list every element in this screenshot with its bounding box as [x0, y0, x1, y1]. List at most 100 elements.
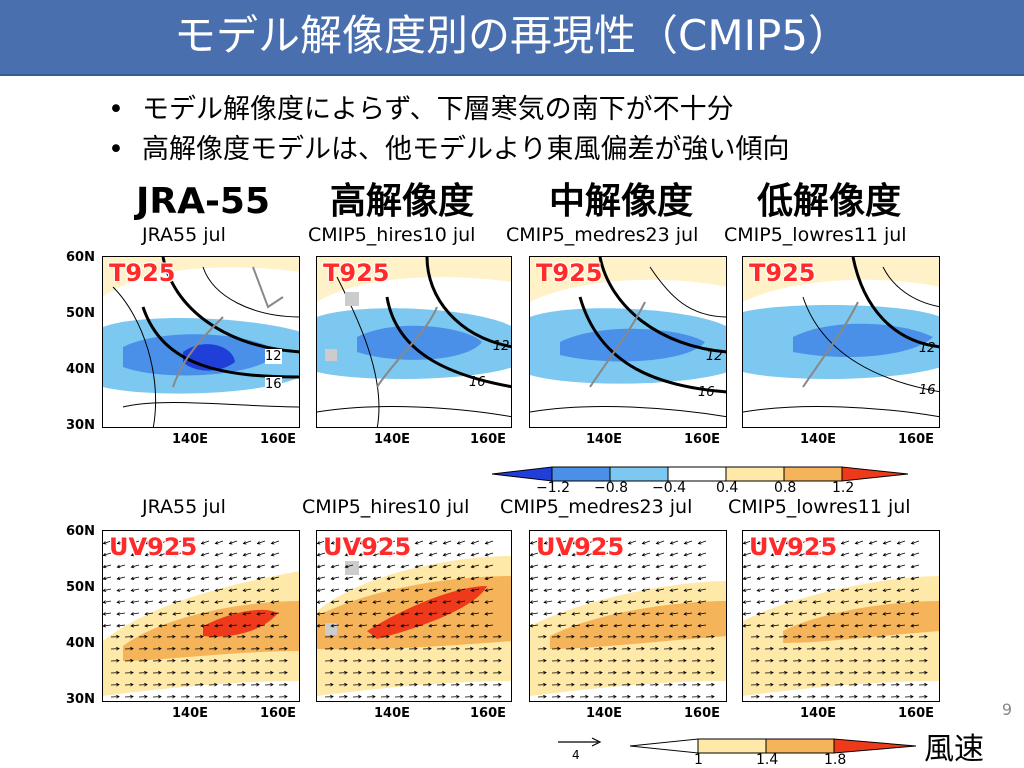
wind-vector-arrow	[166, 694, 176, 699]
wind-vector-arrow	[551, 646, 561, 651]
lat-label: 60N	[66, 250, 95, 265]
wind-vector-arrow	[372, 540, 382, 545]
wind-vector-arrow	[764, 658, 774, 663]
wind-vector-arrow	[152, 634, 162, 639]
wind-vector-arrow	[806, 658, 816, 663]
wind-vector-arrow	[236, 646, 246, 651]
wind-vector-arrow	[130, 576, 140, 581]
wind-vector-arrow	[697, 564, 707, 569]
wind-vector-arrow	[130, 600, 140, 604]
wind-vector-arrow	[366, 694, 376, 699]
wind-vector-arrow	[116, 588, 126, 592]
wind-vector-arrow	[380, 682, 390, 687]
contour-label: 16	[265, 377, 282, 392]
colorbar-label: 0.4	[716, 480, 739, 496]
lon-label: 140E	[800, 432, 837, 447]
wind-vector-arrow	[820, 646, 830, 651]
wind-vector-arrow	[278, 646, 288, 651]
wind-vector-arrow	[214, 540, 224, 545]
wind-vector-arrow	[478, 646, 488, 651]
wind-vector-arrow	[144, 564, 154, 569]
wind-vector-arrow	[270, 576, 280, 581]
wind-vector-arrow	[414, 600, 424, 604]
wind-vector-arrow	[172, 576, 182, 581]
wind-vector-arrow	[130, 540, 140, 545]
wind-vector-arrow	[918, 682, 928, 687]
wind-vector-arrow	[896, 612, 906, 616]
wind-vector-arrow	[214, 552, 224, 557]
wind-vector-arrow	[655, 623, 665, 628]
wind-vector-arrow	[400, 576, 410, 581]
wind-vector-arrow	[103, 552, 112, 557]
wind-vector-arrow	[470, 623, 480, 628]
wind-vector-arrow	[764, 634, 774, 639]
wind-vector-arrow	[826, 588, 836, 592]
panel-label: UV925	[109, 533, 198, 561]
wind-vector-arrow	[834, 658, 844, 663]
wind-vector-arrow	[470, 564, 480, 569]
wind-vector-arrow	[826, 623, 836, 628]
wind-vector-arrow	[400, 564, 410, 569]
wind-vector-arrow	[222, 694, 232, 699]
wind-vector-arrow	[103, 576, 112, 581]
wind-vector-arrow	[551, 694, 561, 699]
wind-vector-arrow	[338, 658, 348, 663]
wind-vector-arrow	[854, 540, 864, 545]
wind-vector-arrow	[607, 658, 617, 663]
wind-vector-arrow	[414, 552, 424, 557]
wind-vector-arrow	[372, 623, 382, 628]
wind-vector-arrow	[352, 694, 362, 699]
wind-vector-arrow	[627, 564, 637, 569]
wind-vector-arrow	[172, 564, 182, 569]
wind-vector-arrow	[484, 588, 494, 592]
wind-vector-arrow	[683, 623, 693, 628]
wind-vector-arrow	[812, 600, 822, 604]
wind-vector-arrow	[152, 682, 162, 687]
wind-vector-arrow	[599, 564, 609, 569]
wind-vector-arrow	[138, 646, 148, 651]
wind-vector-arrow	[222, 634, 232, 639]
wind-vector-arrow	[756, 552, 766, 557]
wind-vector-arrow	[138, 682, 148, 687]
wind-vector-arrow	[613, 564, 623, 569]
wind-vector-arrow	[278, 658, 288, 663]
wind-vector-arrow	[470, 552, 480, 557]
wind-vector-arrow	[593, 694, 603, 699]
wind-vector-arrow	[904, 634, 914, 639]
wind-vector-arrow	[166, 682, 176, 687]
wind-vector-arrow	[848, 694, 858, 699]
wind-vector-arrow	[812, 623, 822, 628]
wind-vector-arrow	[256, 623, 266, 628]
wind-vector-arrow	[613, 576, 623, 581]
wind-vector-arrow	[103, 612, 112, 616]
wind-vector-arrow	[110, 682, 120, 687]
wind-vector-arrow	[764, 682, 774, 687]
wind-vector-arrow	[172, 540, 182, 545]
wind-vector-arrow	[186, 612, 196, 616]
contour-label: 12	[493, 339, 510, 354]
wind-vector-arrow	[464, 634, 474, 639]
arrow-right-icon	[558, 737, 602, 747]
wind-vector-arrow	[436, 634, 446, 639]
wind-vector-arrow	[834, 694, 844, 699]
panel-subtitle: CMIP5_lowres11 jul	[728, 496, 911, 518]
wind-vector-arrow	[144, 600, 154, 604]
wind-vector-arrow	[677, 634, 687, 639]
wind-vector-arrow	[655, 612, 665, 616]
panel-subtitle: CMIP5_hires10 jul	[308, 224, 476, 246]
wind-vector-arrow	[691, 646, 701, 651]
wind-vector-arrow	[103, 588, 112, 592]
wind-vector-arrow	[585, 564, 595, 569]
wind-vector-arrow	[876, 682, 886, 687]
wind-vector-arrow	[806, 682, 816, 687]
wind-vector-arrow	[264, 646, 274, 651]
wind-vector-arrow	[358, 588, 368, 592]
wind-vector-arrow	[214, 576, 224, 581]
wind-vector-arrow	[116, 612, 126, 616]
wind-vector-arrow	[862, 694, 872, 699]
colorbar-label: −0.4	[652, 480, 686, 496]
wind-vector-arrow	[130, 623, 140, 628]
wind-vector-arrow	[918, 646, 928, 651]
wind-vector-arrow	[565, 670, 575, 675]
wind-vector-arrow	[862, 670, 872, 675]
